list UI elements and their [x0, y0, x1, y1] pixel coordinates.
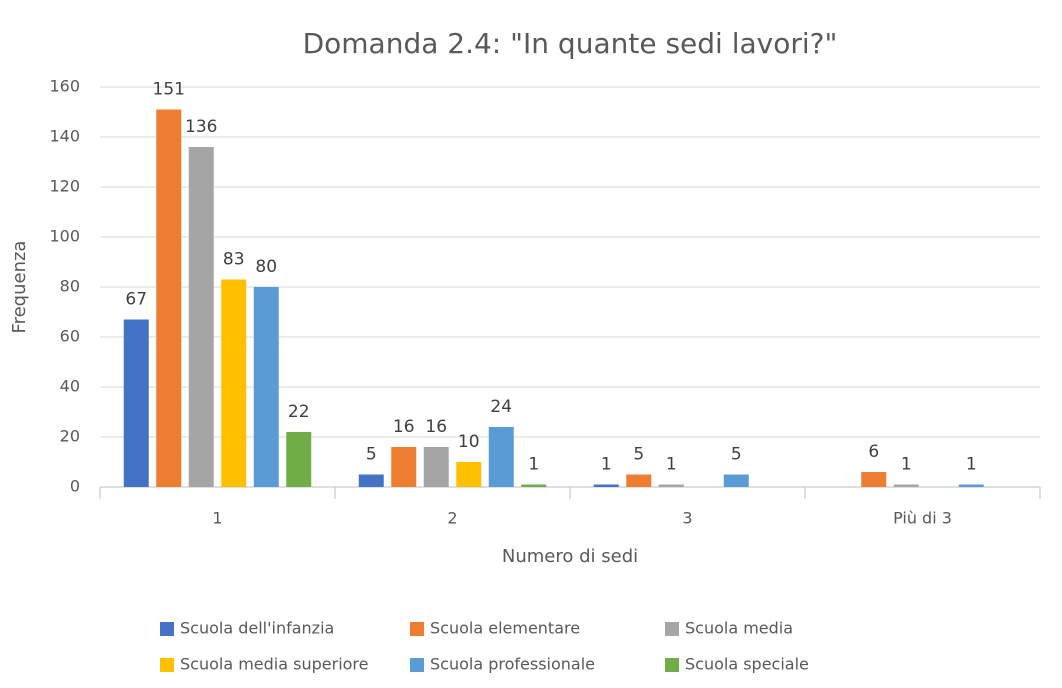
bar — [123, 319, 149, 487]
legend-swatch — [160, 622, 174, 636]
x-axis-title: Numero di sedi — [502, 546, 638, 567]
legend-swatch — [410, 622, 424, 636]
legend-label: Scuola professionale — [430, 655, 595, 674]
data-label: 5 — [633, 445, 644, 465]
data-label: 1 — [601, 455, 612, 475]
data-label: 1 — [666, 455, 677, 475]
x-tick-label: 3 — [682, 509, 692, 528]
x-tick-label: 2 — [447, 509, 457, 528]
bar — [893, 484, 919, 487]
y-tick-label: 80 — [60, 277, 80, 296]
bar — [861, 472, 887, 487]
bar — [521, 484, 547, 487]
legend-label: Scuola media — [685, 619, 793, 638]
legend-swatch — [410, 658, 424, 672]
bar — [253, 287, 279, 487]
data-label: 151 — [153, 80, 185, 100]
bar — [358, 474, 384, 487]
data-label: 24 — [490, 397, 512, 417]
data-label: 1 — [901, 455, 912, 475]
legend-label: Scuola speciale — [685, 655, 809, 674]
y-tick-label: 20 — [60, 427, 80, 446]
legend-label: Scuola dell'infanzia — [180, 619, 334, 638]
bar — [221, 279, 247, 487]
bar — [658, 484, 684, 487]
bar — [423, 447, 449, 487]
bar — [286, 432, 312, 487]
legend-label: Scuola media superiore — [180, 655, 369, 674]
data-label: 83 — [223, 250, 245, 270]
data-label: 1 — [528, 455, 539, 475]
bar — [156, 109, 182, 487]
bar — [593, 484, 619, 487]
y-tick-label: 160 — [49, 77, 80, 96]
bar — [958, 484, 984, 487]
data-label: 16 — [425, 417, 447, 437]
bar — [456, 462, 482, 487]
legend-swatch — [160, 658, 174, 672]
bar — [626, 474, 652, 487]
data-label: 10 — [458, 432, 480, 452]
legend-label: Scuola elementare — [430, 619, 580, 638]
data-label: 80 — [255, 257, 277, 277]
y-tick-label: 120 — [49, 177, 80, 196]
data-label: 67 — [125, 290, 147, 310]
data-label: 22 — [288, 402, 310, 422]
bar — [488, 427, 514, 487]
data-label: 1 — [966, 455, 977, 475]
legend-swatch — [665, 622, 679, 636]
data-label: 5 — [731, 445, 742, 465]
bar — [188, 147, 214, 487]
data-label: 5 — [366, 445, 377, 465]
bar — [391, 447, 417, 487]
data-label: 136 — [185, 117, 217, 137]
data-label: 6 — [868, 442, 879, 462]
y-axis-title: Frequenza — [9, 241, 30, 334]
x-tick-label: 1 — [212, 509, 222, 528]
chart-title: Domanda 2.4: "In quante sedi lavori?" — [303, 27, 838, 60]
legend-swatch — [665, 658, 679, 672]
bar — [723, 474, 749, 487]
y-tick-label: 0 — [70, 477, 80, 496]
y-tick-label: 60 — [60, 327, 80, 346]
x-tick-label: Più di 3 — [893, 509, 952, 528]
y-tick-label: 40 — [60, 377, 80, 396]
y-tick-label: 140 — [49, 127, 80, 146]
data-label: 16 — [393, 417, 415, 437]
y-tick-label: 100 — [49, 227, 80, 246]
